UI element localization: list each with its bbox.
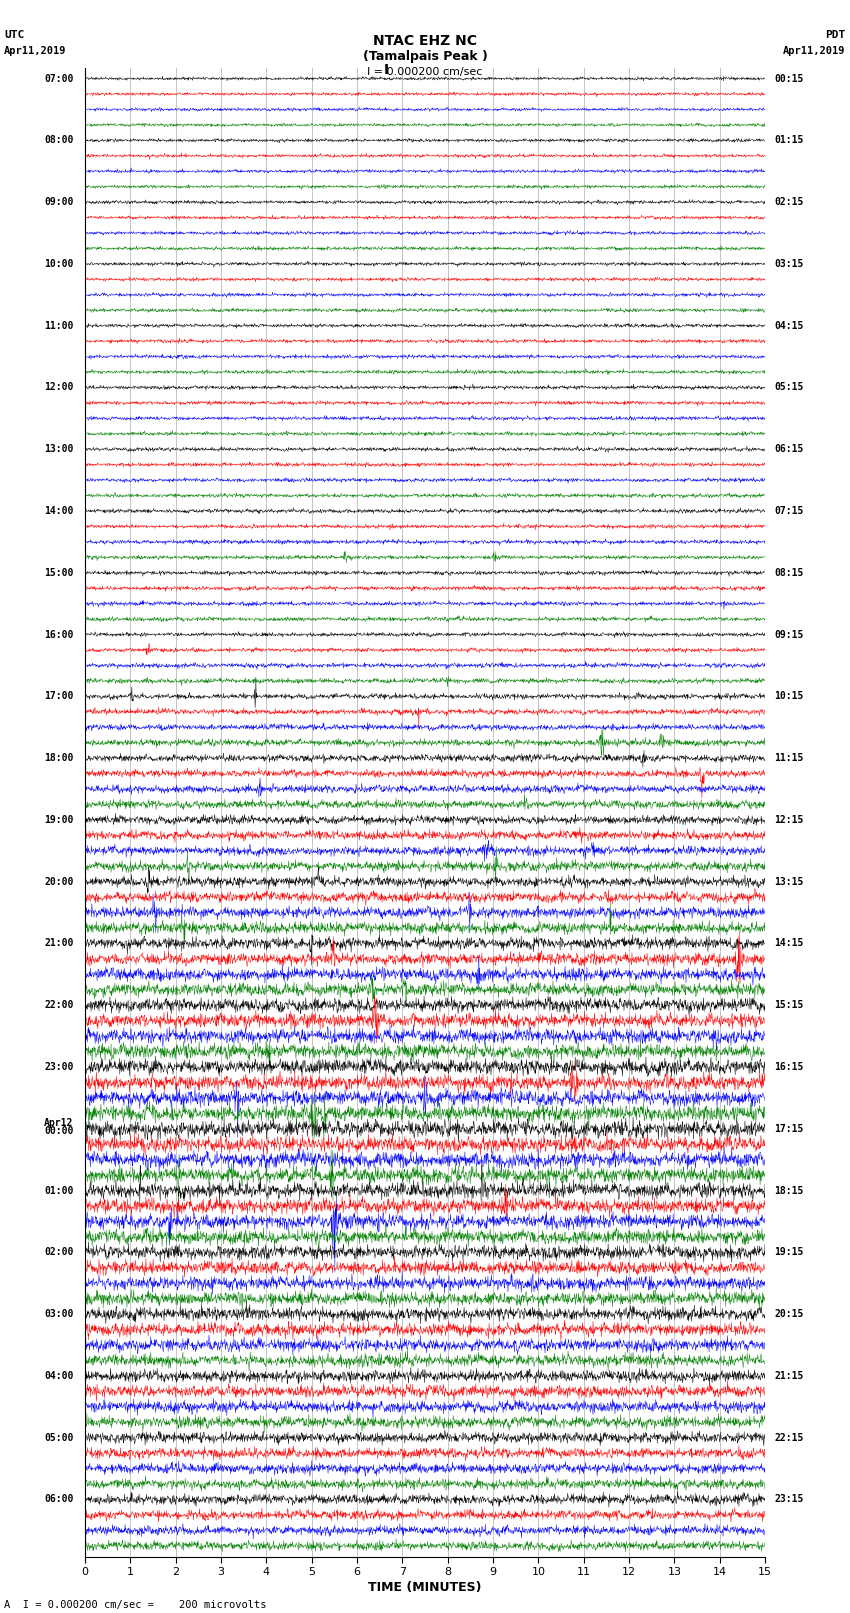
Text: 14:00: 14:00 (44, 506, 74, 516)
Text: 00:15: 00:15 (774, 74, 803, 84)
Text: Apr11,2019: Apr11,2019 (4, 47, 67, 56)
Text: 06:00: 06:00 (44, 1494, 74, 1505)
Text: 15:15: 15:15 (774, 1000, 803, 1010)
Text: 05:15: 05:15 (774, 382, 803, 392)
Text: 21:00: 21:00 (44, 939, 74, 948)
Text: (Tamalpais Peak ): (Tamalpais Peak ) (363, 50, 487, 63)
Text: 17:00: 17:00 (44, 692, 74, 702)
Text: 09:15: 09:15 (774, 629, 803, 639)
Text: 11:15: 11:15 (774, 753, 803, 763)
Text: 18:15: 18:15 (774, 1186, 803, 1195)
Text: 22:15: 22:15 (774, 1432, 803, 1442)
Text: 07:00: 07:00 (44, 74, 74, 84)
Text: 00:00: 00:00 (44, 1126, 74, 1136)
Text: 13:00: 13:00 (44, 444, 74, 455)
Text: 22:00: 22:00 (44, 1000, 74, 1010)
Text: 19:15: 19:15 (774, 1247, 803, 1257)
Text: 06:15: 06:15 (774, 444, 803, 455)
Text: 10:00: 10:00 (44, 258, 74, 269)
Text: 09:00: 09:00 (44, 197, 74, 206)
Text: 10:15: 10:15 (774, 692, 803, 702)
Text: 20:15: 20:15 (774, 1310, 803, 1319)
Text: 04:15: 04:15 (774, 321, 803, 331)
Text: PDT: PDT (825, 31, 846, 40)
X-axis label: TIME (MINUTES): TIME (MINUTES) (368, 1581, 482, 1594)
Text: 08:15: 08:15 (774, 568, 803, 577)
Text: 16:15: 16:15 (774, 1061, 803, 1073)
Text: 12:00: 12:00 (44, 382, 74, 392)
Text: 05:00: 05:00 (44, 1432, 74, 1442)
Text: UTC: UTC (4, 31, 25, 40)
Text: 20:00: 20:00 (44, 876, 74, 887)
Text: 16:00: 16:00 (44, 629, 74, 639)
Text: 02:15: 02:15 (774, 197, 803, 206)
Text: 04:00: 04:00 (44, 1371, 74, 1381)
Text: 02:00: 02:00 (44, 1247, 74, 1257)
Text: 19:00: 19:00 (44, 815, 74, 824)
Text: NTAC EHZ NC: NTAC EHZ NC (373, 34, 477, 48)
Text: 23:15: 23:15 (774, 1494, 803, 1505)
Text: 23:00: 23:00 (44, 1061, 74, 1073)
Text: A  I = 0.000200 cm/sec =    200 microvolts: A I = 0.000200 cm/sec = 200 microvolts (4, 1600, 267, 1610)
Text: 13:15: 13:15 (774, 876, 803, 887)
Text: 15:00: 15:00 (44, 568, 74, 577)
Text: Apr12: Apr12 (44, 1118, 74, 1129)
Text: 01:15: 01:15 (774, 135, 803, 145)
Text: 17:15: 17:15 (774, 1124, 803, 1134)
Text: 07:15: 07:15 (774, 506, 803, 516)
Text: 12:15: 12:15 (774, 815, 803, 824)
Text: I: I (384, 63, 389, 77)
Text: 21:15: 21:15 (774, 1371, 803, 1381)
Text: 03:00: 03:00 (44, 1310, 74, 1319)
Text: 18:00: 18:00 (44, 753, 74, 763)
Text: I = 0.000200 cm/sec: I = 0.000200 cm/sec (367, 68, 483, 77)
Text: 14:15: 14:15 (774, 939, 803, 948)
Text: 03:15: 03:15 (774, 258, 803, 269)
Text: Apr11,2019: Apr11,2019 (783, 47, 846, 56)
Text: 01:00: 01:00 (44, 1186, 74, 1195)
Text: 08:00: 08:00 (44, 135, 74, 145)
Text: 11:00: 11:00 (44, 321, 74, 331)
